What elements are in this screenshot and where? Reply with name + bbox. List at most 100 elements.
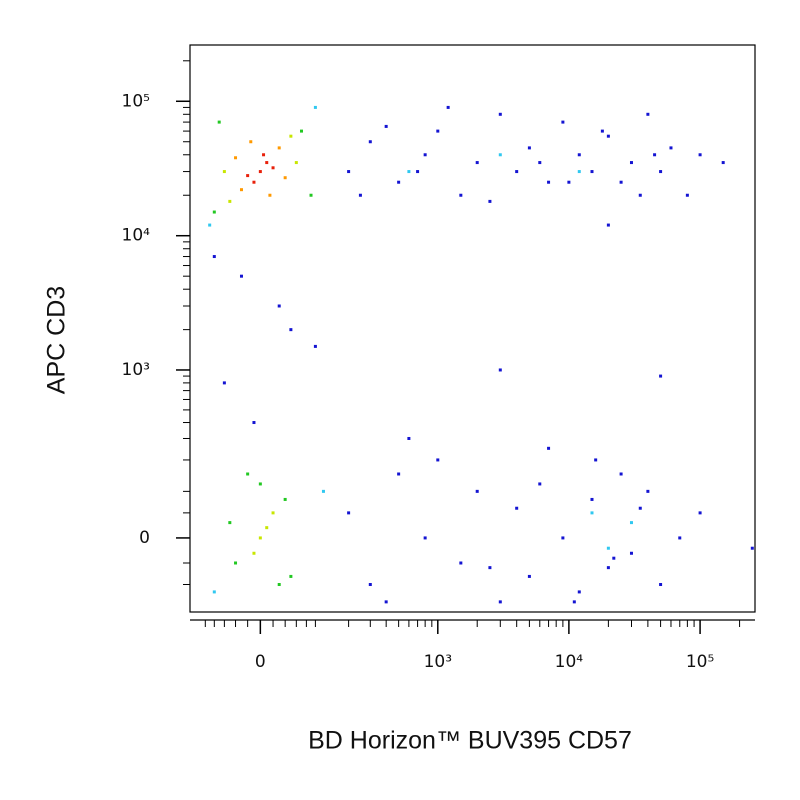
event-point xyxy=(228,521,232,525)
y-tick-label: 10⁴ xyxy=(122,226,151,246)
event-point xyxy=(659,583,663,587)
event-point xyxy=(258,170,262,174)
event-point xyxy=(515,506,519,510)
event-point xyxy=(659,170,663,174)
event-point xyxy=(294,161,298,165)
event-point xyxy=(547,180,551,184)
event-point xyxy=(646,112,650,116)
event-point xyxy=(498,600,502,604)
event-point xyxy=(407,436,411,440)
x-tick-label: 10⁵ xyxy=(686,652,714,672)
event-point xyxy=(577,170,581,174)
plot-frame xyxy=(189,44,756,613)
event-point xyxy=(436,458,440,462)
event-point xyxy=(606,134,610,138)
x-tick-label: 10⁴ xyxy=(555,652,584,672)
event-point xyxy=(561,536,565,540)
event-point xyxy=(309,193,313,197)
event-point xyxy=(283,497,287,501)
event-point xyxy=(436,129,440,133)
event-point xyxy=(234,156,238,160)
event-point xyxy=(659,374,663,378)
event-point xyxy=(397,472,401,476)
event-point xyxy=(475,489,479,493)
event-point xyxy=(590,497,594,501)
event-point xyxy=(289,328,293,332)
event-point xyxy=(368,140,372,144)
event-point xyxy=(265,526,269,530)
event-point xyxy=(527,146,531,150)
event-point xyxy=(678,536,682,540)
event-point xyxy=(612,556,616,560)
event-point xyxy=(721,161,725,165)
event-point xyxy=(262,153,266,157)
event-point xyxy=(228,199,232,203)
event-point xyxy=(488,199,492,203)
event-point xyxy=(498,368,502,372)
event-point xyxy=(538,161,542,165)
event-point xyxy=(246,174,250,178)
event-point xyxy=(246,472,250,476)
event-point xyxy=(606,223,610,227)
event-point xyxy=(384,124,388,128)
event-point xyxy=(252,180,256,184)
event-point xyxy=(638,506,642,510)
event-point xyxy=(590,170,594,174)
event-point xyxy=(629,551,633,555)
event-point xyxy=(515,170,519,174)
event-point xyxy=(397,180,401,184)
event-point xyxy=(498,153,502,157)
event-point xyxy=(252,551,256,555)
event-point xyxy=(347,170,351,174)
event-point xyxy=(277,304,281,308)
event-point xyxy=(646,489,650,493)
event-point xyxy=(698,153,702,157)
x-tick-label: 10³ xyxy=(424,652,452,672)
event-point xyxy=(669,146,673,150)
event-point xyxy=(234,561,238,565)
event-point xyxy=(268,193,272,197)
event-point xyxy=(212,210,216,214)
event-point xyxy=(561,120,565,124)
event-point xyxy=(488,566,492,570)
event-point xyxy=(208,223,212,227)
event-point xyxy=(277,146,281,150)
event-point xyxy=(222,381,226,385)
event-point xyxy=(629,161,633,165)
event-point xyxy=(265,161,269,165)
event-point xyxy=(313,344,317,348)
event-point xyxy=(423,536,427,540)
event-point xyxy=(527,574,531,578)
event-point xyxy=(212,255,216,259)
event-point xyxy=(498,112,502,116)
event-point xyxy=(629,521,633,525)
event-point xyxy=(423,153,427,157)
event-point xyxy=(271,166,275,170)
event-point xyxy=(239,274,243,278)
event-point xyxy=(239,188,243,192)
event-point xyxy=(606,546,610,550)
event-point xyxy=(289,134,293,138)
event-point xyxy=(384,600,388,604)
event-point xyxy=(590,511,594,515)
event-point xyxy=(212,590,216,594)
event-point xyxy=(258,482,262,486)
event-point xyxy=(252,421,256,425)
event-point xyxy=(475,161,479,165)
event-point xyxy=(577,590,581,594)
event-point xyxy=(653,153,657,157)
event-point xyxy=(750,546,754,550)
event-point xyxy=(547,446,551,450)
event-point xyxy=(459,193,463,197)
event-point xyxy=(619,180,623,184)
event-point xyxy=(619,472,623,476)
event-point xyxy=(567,180,571,184)
y-tick-label: 10³ xyxy=(122,360,150,380)
event-point xyxy=(283,176,287,180)
event-point xyxy=(313,105,317,109)
event-point xyxy=(222,170,226,174)
event-point xyxy=(685,193,689,197)
event-point xyxy=(638,193,642,197)
y-tick-label: 0 xyxy=(139,528,150,548)
